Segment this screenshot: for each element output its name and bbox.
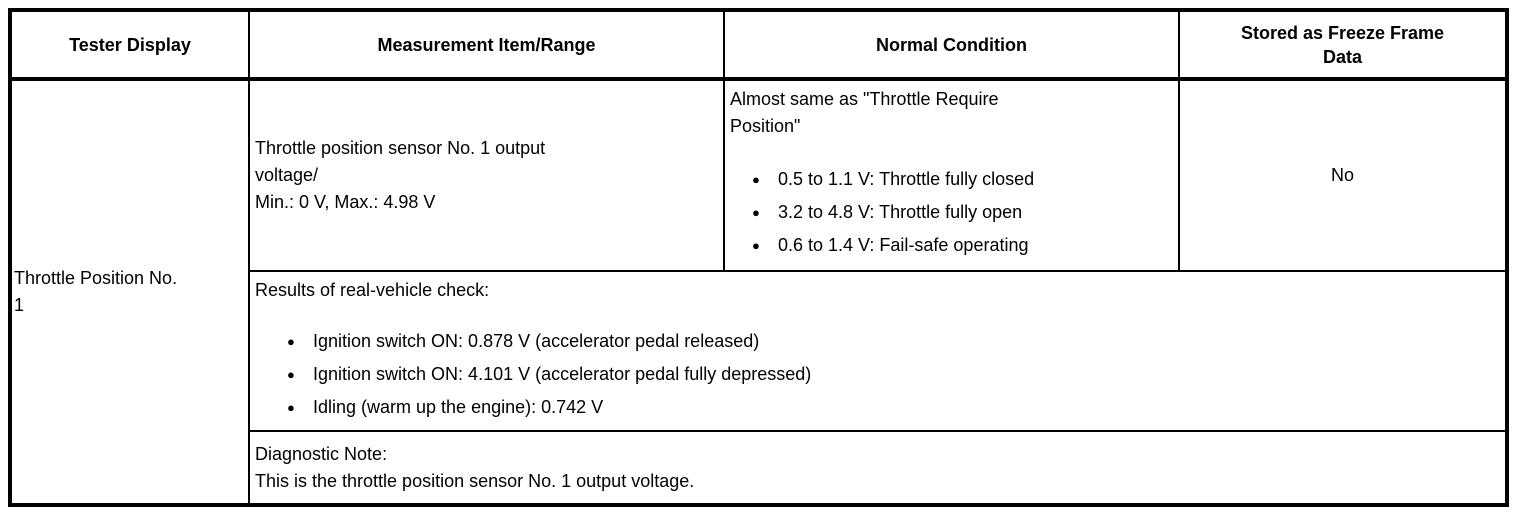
- bullet-item-text: Ignition switch ON: 4.101 V (accelerator…: [313, 364, 812, 384]
- list-item: ● 3.2 to 4.8 V: Throttle fully open: [752, 199, 1173, 226]
- bullet-item-text: 0.6 to 1.4 V: Fail-safe operating: [778, 235, 1029, 255]
- bullet-icon: ●: [287, 367, 295, 382]
- bullet-item-text: 3.2 to 4.8 V: Throttle fully open: [778, 202, 1023, 222]
- header-normal-condition: Normal Condition: [723, 9, 1180, 81]
- header-freeze-frame: Stored as Freeze Frame Data: [1178, 9, 1508, 81]
- header-tester-display: Tester Display: [9, 9, 250, 81]
- bullet-item-text: Idling (warm up the engine): 0.742 V: [313, 397, 604, 417]
- header-row: Tester Display Measurement Item/Range No…: [9, 9, 1508, 81]
- diagnostic-data-table: Tester Display Measurement Item/Range No…: [8, 8, 1509, 507]
- header-measurement-item-range: Measurement Item/Range: [248, 9, 725, 81]
- list-item: ● Ignition switch ON: 0.878 V (accelerat…: [287, 328, 1500, 355]
- cell-measurement: Throttle position sensor No. 1 output vo…: [248, 78, 725, 272]
- bullet-icon: ●: [752, 205, 760, 220]
- table-row: Diagnostic Note: This is the throttle po…: [10, 430, 1508, 506]
- results-bullet-list: ● Ignition switch ON: 0.878 V (accelerat…: [255, 328, 1500, 421]
- list-item: ● 0.5 to 1.1 V: Throttle fully closed: [752, 166, 1173, 193]
- bullet-icon: ●: [752, 238, 760, 253]
- results-intro: Results of real-vehicle check:: [255, 280, 490, 300]
- bullet-icon: ●: [752, 172, 760, 187]
- cell-diagnostic-note: Diagnostic Note: This is the throttle po…: [248, 430, 1508, 506]
- bullet-icon: ●: [287, 400, 295, 415]
- normal-condition-bullet-list: ● 0.5 to 1.1 V: Throttle fully closed ● …: [730, 166, 1173, 259]
- cell-freeze-frame: No: [1178, 78, 1508, 272]
- list-item: ● 0.6 to 1.4 V: Fail-safe operating: [752, 232, 1173, 259]
- list-item: ● Ignition switch ON: 4.101 V (accelerat…: [287, 361, 1500, 388]
- normal-condition-intro: Almost same as "Throttle Require Positio…: [730, 89, 999, 136]
- cell-tester-display: Throttle Position No. 1: [9, 78, 250, 506]
- table-row: Results of real-vehicle check: ● Ignitio…: [10, 270, 1508, 432]
- bullet-item-text: Ignition switch ON: 0.878 V (accelerator…: [313, 331, 760, 351]
- list-item: ● Idling (warm up the engine): 0.742 V: [287, 394, 1500, 421]
- cell-normal-condition: Almost same as "Throttle Require Positio…: [723, 78, 1180, 272]
- bullet-item-text: 0.5 to 1.1 V: Throttle fully closed: [778, 169, 1035, 189]
- cell-results: Results of real-vehicle check: ● Ignitio…: [248, 270, 1508, 432]
- bullet-icon: ●: [287, 334, 295, 349]
- table-row: Throttle Position No. 1 Throttle positio…: [9, 78, 1508, 506]
